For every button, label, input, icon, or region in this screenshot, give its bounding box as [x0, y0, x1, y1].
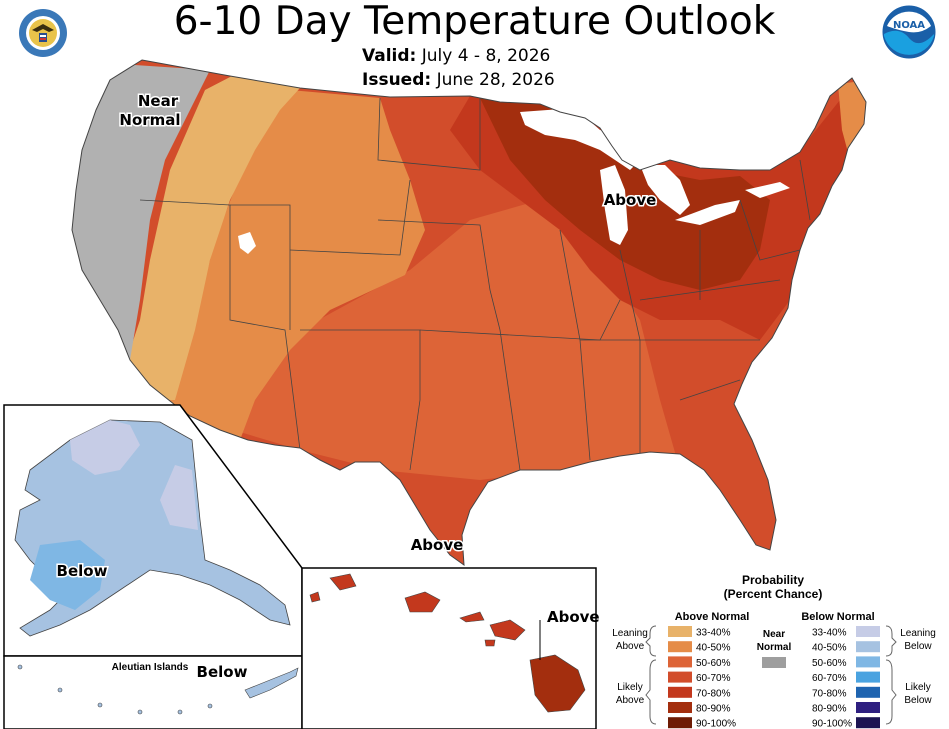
- legend-above-swatch-6: [668, 717, 692, 729]
- label-above-great-lakes: Above: [604, 191, 657, 209]
- label-aleutian-islands: Aleutian Islands: [112, 662, 189, 673]
- valid-value: July 4 - 8, 2026: [421, 46, 551, 66]
- legend-above-label-0: 33-40%: [696, 628, 731, 639]
- legend-near-normal-1: Near: [763, 629, 785, 640]
- lake-erie: [675, 200, 740, 225]
- legend-below-label-3: 60-70%: [812, 673, 847, 684]
- lake-huron: [640, 165, 690, 215]
- zone-33-40: [120, 76, 300, 400]
- legend-below-label-2: 50-60%: [812, 658, 847, 669]
- legend-likely-below-2: Below: [904, 695, 932, 706]
- alaska-zone-50-60: [30, 540, 105, 610]
- legend-above-swatch-0: [668, 626, 692, 637]
- zone-50-60: [200, 200, 680, 480]
- legend-likely-below-1: Likely: [905, 682, 931, 693]
- legend-below-label-5: 80-90%: [812, 704, 847, 715]
- alaska-zone-33-40-east: [160, 465, 198, 530]
- aleutian-islands-shapes: [17, 664, 299, 715]
- issued-value: June 28, 2026: [436, 70, 555, 90]
- label-near-normal-2: Normal: [119, 111, 180, 129]
- legend-leaning-below-1: Leaning: [900, 628, 936, 639]
- legend-leaning-below-2: Below: [904, 641, 932, 652]
- legend-leaning-above-2: Above: [616, 641, 645, 652]
- label-above-texas: Above: [411, 536, 464, 554]
- legend-below-swatch-6: [856, 717, 880, 729]
- label-near-normal-1: Near: [138, 92, 179, 110]
- legend-above-swatch-1: [668, 641, 692, 653]
- legend-below-swatch-5: [856, 702, 880, 713]
- legend-below-header: Below Normal: [801, 611, 874, 623]
- legend-below-label-1: 40-50%: [812, 643, 847, 654]
- lake-ontario: [745, 182, 790, 198]
- legend-below-swatch-3: [856, 671, 880, 683]
- legend-above-swatch-4: [668, 686, 692, 698]
- legend-above-label-1: 40-50%: [696, 643, 731, 654]
- legend-above-label-5: 80-90%: [696, 704, 731, 715]
- valid-line: Valid: July 4 - 8, 2026: [362, 46, 550, 66]
- legend-below-swatch-2: [856, 656, 880, 668]
- legend-below-swatch-1: [856, 641, 880, 653]
- alaska-inset: Below Aleutian Islands Below: [3, 404, 303, 729]
- noaa-logo-icon: NOAA: [881, 4, 937, 64]
- label-below-alaska: Below: [57, 562, 108, 580]
- legend-near-normal-swatch: [762, 657, 786, 668]
- legend-near-normal-2: Normal: [757, 642, 792, 653]
- legend-title-2: (Percent Chance): [724, 587, 823, 601]
- legend-title-1: Probability: [742, 573, 804, 587]
- legend-below-label-0: 33-40%: [812, 628, 847, 639]
- page-title: 6-10 Day Temperature Outlook: [173, 0, 776, 44]
- legend-above-label-3: 60-70%: [696, 673, 731, 684]
- great-salt-lake: [238, 232, 256, 254]
- legend-above-label-6: 90-100%: [696, 719, 736, 729]
- legend-above-header: Above Normal: [675, 611, 750, 623]
- legend: Probability (Percent Chance) Above Norma…: [612, 573, 936, 729]
- hawaii-inset: Above: [301, 567, 600, 729]
- legend-above-swatch-2: [668, 656, 692, 668]
- legend-above-label-4: 70-80%: [696, 688, 731, 699]
- legend-above-swatch-3: [668, 671, 692, 683]
- commerce-seal-icon: [18, 8, 68, 62]
- lake-superior: [520, 108, 640, 170]
- issued-line: Issued: June 28, 2026: [362, 70, 555, 90]
- legend-below-label-6: 90-100%: [812, 719, 852, 729]
- legend-likely-above-2: Above: [616, 695, 645, 706]
- zone-40-50: [150, 90, 425, 440]
- alaska-zone-33-40-north: [70, 420, 140, 475]
- label-above-hawaii: Above: [547, 608, 600, 626]
- legend-above-label-2: 50-60%: [696, 658, 731, 669]
- legend-below-swatch-0: [856, 626, 880, 637]
- legend-below-label-4: 70-80%: [812, 688, 847, 699]
- valid-label: Valid:: [362, 46, 417, 66]
- legend-below-swatch-4: [856, 686, 880, 698]
- legend-leaning-above-1: Leaning: [612, 628, 648, 639]
- noaa-logo-text: NOAA: [893, 20, 925, 31]
- issued-label: Issued:: [362, 70, 432, 90]
- lake-michigan: [600, 165, 628, 245]
- legend-likely-above-1: Likely: [617, 682, 643, 693]
- legend-above-swatch-5: [668, 702, 692, 713]
- label-below-aleutians: Below: [197, 663, 248, 681]
